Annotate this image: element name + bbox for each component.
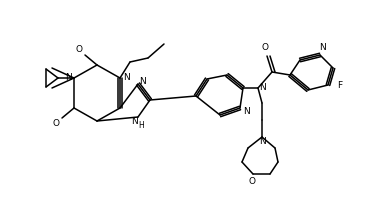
Text: O: O <box>75 45 83 54</box>
Text: O: O <box>52 119 59 128</box>
Text: N: N <box>243 108 249 116</box>
Text: N: N <box>123 72 129 82</box>
Text: O: O <box>249 177 255 186</box>
Text: O: O <box>262 43 269 52</box>
Text: N: N <box>260 82 266 92</box>
Text: N: N <box>260 137 266 146</box>
Text: H: H <box>138 122 144 131</box>
Text: F: F <box>337 82 343 91</box>
Text: N: N <box>319 43 325 52</box>
Text: N: N <box>131 116 137 125</box>
Text: N: N <box>65 72 72 82</box>
Text: N: N <box>140 76 146 85</box>
